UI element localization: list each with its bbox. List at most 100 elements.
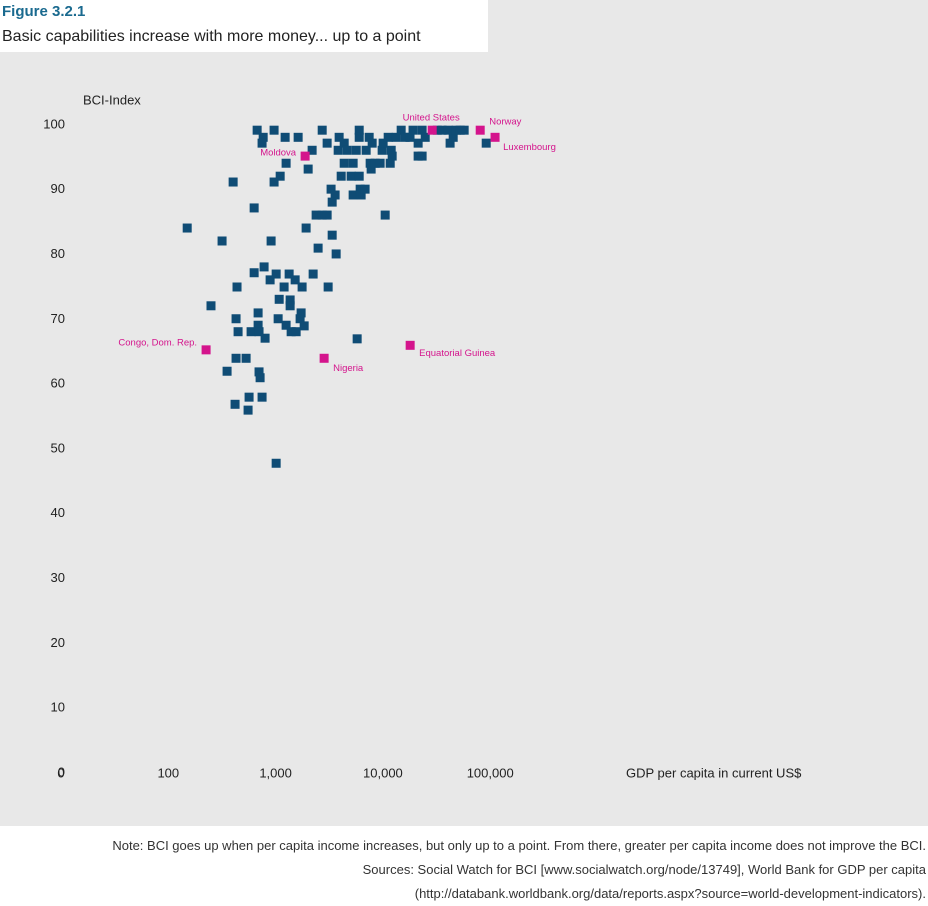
point xyxy=(361,145,371,155)
point xyxy=(396,125,406,135)
chart-background xyxy=(0,0,928,826)
point xyxy=(299,321,309,331)
point xyxy=(365,158,375,168)
point xyxy=(387,151,397,161)
point xyxy=(285,301,295,311)
point xyxy=(378,138,388,148)
point xyxy=(246,327,256,337)
point xyxy=(443,125,453,135)
x-axis-title: GDP per capita in current US$ xyxy=(626,765,802,780)
figure-label: Figure 3.2.1 xyxy=(2,3,85,20)
point-label: Equatorial Guinea xyxy=(419,348,496,359)
point xyxy=(260,333,270,343)
point xyxy=(437,125,447,135)
point xyxy=(253,320,263,330)
point xyxy=(307,145,317,155)
point xyxy=(405,132,415,142)
point xyxy=(408,125,418,135)
point xyxy=(317,210,327,220)
point xyxy=(354,132,364,142)
point xyxy=(280,132,290,142)
point xyxy=(420,132,430,142)
point-label: Norway xyxy=(489,117,521,128)
point xyxy=(342,145,352,155)
point xyxy=(385,158,395,168)
point xyxy=(230,399,240,409)
point xyxy=(258,132,268,142)
point xyxy=(279,282,289,292)
point xyxy=(297,282,307,292)
point xyxy=(182,223,192,233)
point xyxy=(417,125,427,135)
x-tick-label: 100,000 xyxy=(467,765,514,780)
point xyxy=(413,138,423,148)
y-tick-label: 90 xyxy=(51,181,65,196)
point xyxy=(271,269,281,279)
point-label: Nigeria xyxy=(333,363,364,374)
point xyxy=(308,269,318,279)
point xyxy=(391,132,401,142)
point xyxy=(266,236,276,246)
point xyxy=(327,230,337,240)
point xyxy=(331,249,341,259)
point xyxy=(243,405,253,415)
point xyxy=(244,392,254,402)
point xyxy=(330,190,340,200)
point xyxy=(323,282,333,292)
point xyxy=(290,275,300,285)
point xyxy=(360,184,370,194)
point xyxy=(271,458,281,468)
point-label: United States xyxy=(403,113,460,124)
y-tick-label: 30 xyxy=(51,570,65,585)
point xyxy=(354,171,364,181)
point xyxy=(311,210,321,220)
point xyxy=(346,171,356,181)
point xyxy=(339,138,349,148)
point xyxy=(222,366,232,376)
point xyxy=(217,236,227,246)
point xyxy=(269,125,279,135)
point xyxy=(380,210,390,220)
point xyxy=(364,132,374,142)
point xyxy=(231,353,241,363)
point xyxy=(334,132,344,142)
point xyxy=(249,203,259,213)
point xyxy=(281,158,291,168)
point xyxy=(322,210,332,220)
point xyxy=(355,184,365,194)
x-tick-label: 1,000 xyxy=(259,765,292,780)
point-label: Moldova xyxy=(260,148,297,159)
x-tick-label: 10,000 xyxy=(363,765,403,780)
note: Sources: Social Watch for BCI [www.socia… xyxy=(362,862,926,877)
highlighted-point xyxy=(300,151,310,161)
x-tick-label: 100 xyxy=(157,765,179,780)
point xyxy=(286,327,296,337)
point xyxy=(417,151,427,161)
point xyxy=(326,184,336,194)
point xyxy=(327,197,337,207)
highlighted-point xyxy=(490,132,500,142)
highlighted-point xyxy=(427,125,437,135)
highlighted-point xyxy=(319,353,329,363)
point xyxy=(228,177,238,187)
y-tick-label: 60 xyxy=(51,376,65,391)
highlighted-point xyxy=(201,345,211,355)
point xyxy=(459,125,469,135)
point xyxy=(293,132,303,142)
y-tick-label: 50 xyxy=(51,440,65,455)
point xyxy=(386,145,396,155)
title-box xyxy=(0,0,488,52)
point xyxy=(249,268,259,278)
y-tick-label: 100 xyxy=(43,116,65,131)
point xyxy=(269,177,279,187)
y-tick-label: 80 xyxy=(51,246,65,261)
point xyxy=(333,145,343,155)
y-tick-label: 10 xyxy=(51,700,65,715)
point xyxy=(366,164,376,174)
point xyxy=(241,353,251,363)
point xyxy=(352,334,362,344)
point xyxy=(233,327,243,337)
chart-title: Basic capabilities increase with more mo… xyxy=(2,28,421,45)
point xyxy=(370,158,380,168)
